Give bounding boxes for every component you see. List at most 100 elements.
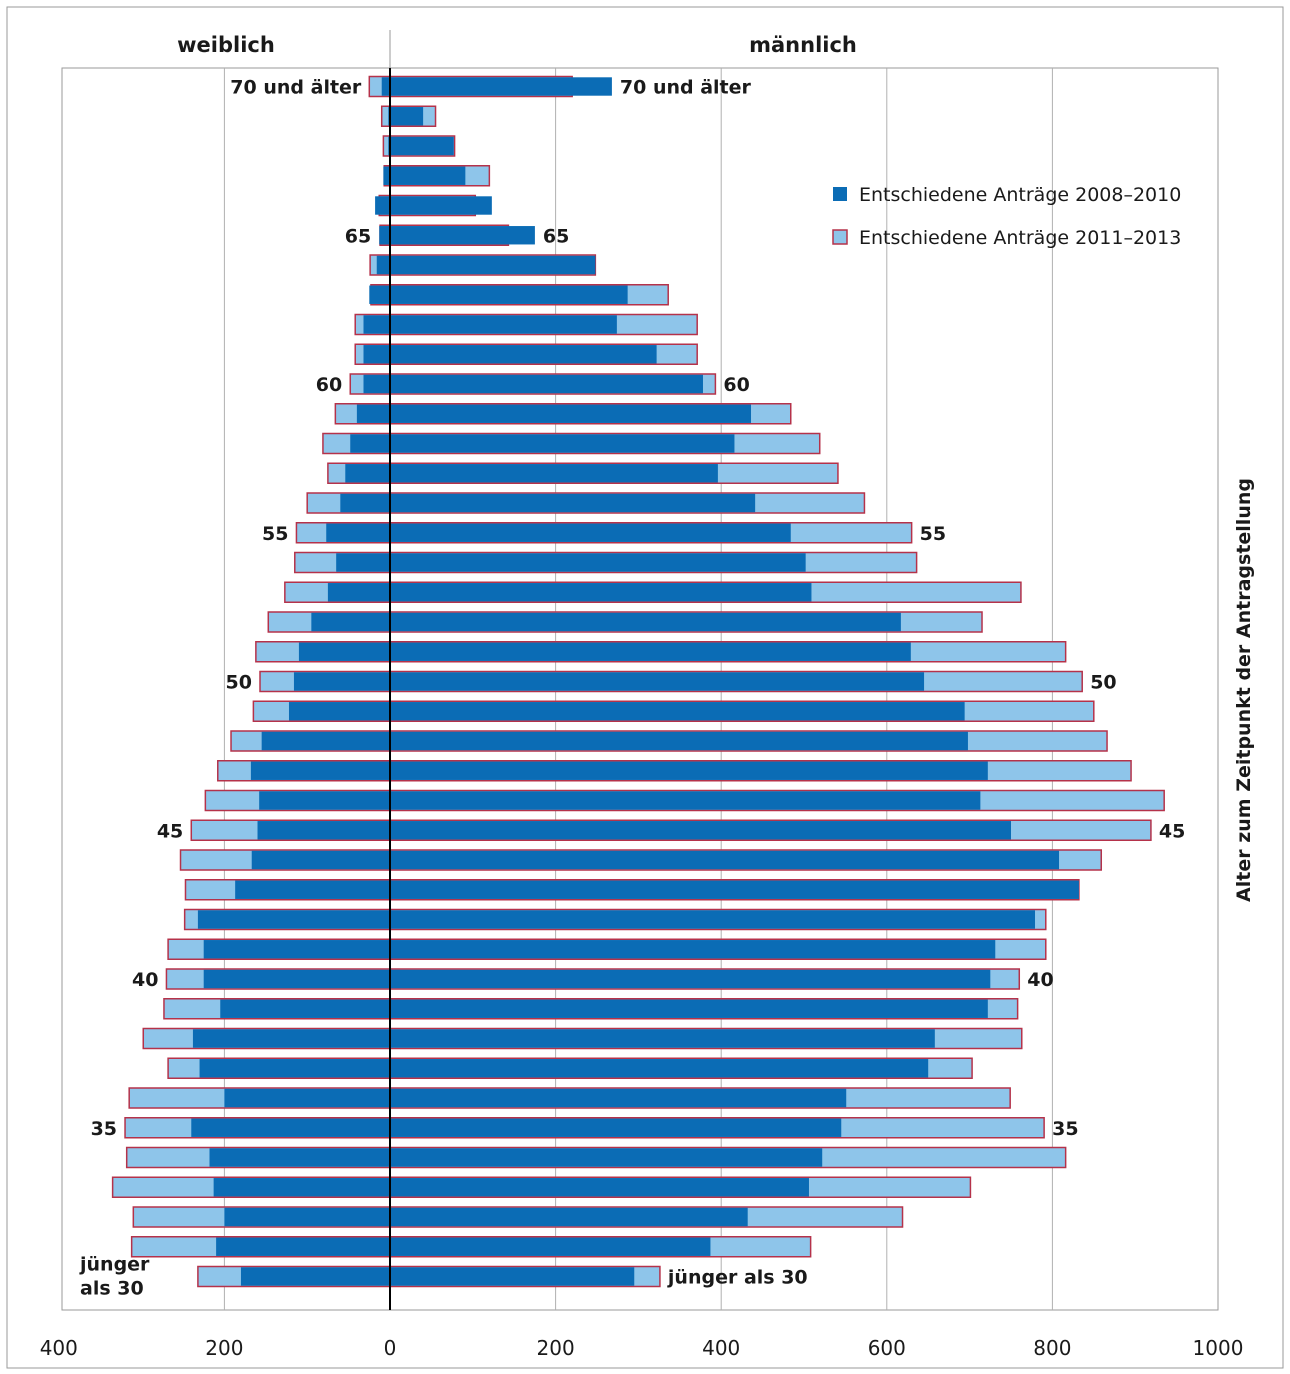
x-tick-label: 200	[205, 1336, 243, 1360]
category-label-right: 35	[1052, 1118, 1078, 1140]
bar-female-2008-2010	[224, 1088, 390, 1108]
category-label-right: 60	[723, 374, 749, 396]
bar-male-2008-2010	[390, 702, 965, 721]
bar-female-2008-2010	[376, 255, 390, 275]
category-label-right: 55	[920, 523, 946, 545]
bar-male-2008-2010	[390, 761, 988, 780]
bar-female-2008-2010	[327, 583, 390, 602]
bar-male-2008-2010	[390, 969, 991, 989]
bar-female-2008-2010	[213, 1178, 390, 1197]
x-tick-label: 400	[702, 1336, 740, 1360]
bar-female-2008-2010	[336, 553, 390, 572]
bar-male-2008-2010	[390, 910, 1036, 929]
x-tick-label: 0	[384, 1336, 397, 1360]
category-label-left: 40	[132, 969, 158, 991]
legend-label-2008-2010: Entschiedene Anträge 2008–2010	[859, 184, 1181, 206]
legend-swatch-2008-2010	[833, 187, 847, 201]
bar-male-2008-2010	[390, 672, 925, 691]
category-label-left: jünger	[79, 1254, 150, 1276]
bar-female-2008-2010	[293, 672, 390, 691]
female-header: weiblich	[177, 33, 275, 57]
x-tick-label: 1000	[1193, 1336, 1244, 1360]
legend: Entschiedene Anträge 2008–2010 Entschied…	[832, 184, 1181, 249]
bar-male-2008-2010	[390, 1267, 635, 1286]
bar-male-2008-2010	[390, 315, 617, 334]
bar-male-2008-2010	[390, 136, 454, 156]
category-label-right: 40	[1027, 969, 1053, 991]
bar-female-2008-2010	[356, 404, 390, 423]
bar-female-2008-2010	[224, 1207, 390, 1227]
category-label-left: 55	[262, 523, 288, 545]
category-label-left: als 30	[80, 1278, 144, 1300]
bar-male-2008-2010	[390, 1088, 847, 1108]
bar-male-2008-2010	[390, 404, 752, 423]
bar-male-2008-2010	[390, 166, 466, 185]
bar-male-2008-2010	[390, 940, 996, 959]
x-tick-label: 600	[868, 1336, 906, 1360]
bar-male-2008-2010	[390, 345, 657, 364]
bar-female-2008-2010	[375, 196, 390, 215]
category-label-right: jünger als 30	[667, 1267, 808, 1289]
plot-area-frame	[61, 67, 1219, 1311]
bar-male-2008-2010	[390, 791, 981, 810]
bar-female-2008-2010	[383, 166, 390, 185]
x-tick-label: 400	[40, 1336, 78, 1360]
bar-female-2008-2010	[199, 1059, 390, 1078]
bar-male-2008-2010	[390, 464, 718, 483]
bar-male-2008-2010	[390, 285, 628, 304]
bar-female-2008-2010	[363, 315, 390, 334]
bar-male-2008-2010	[390, 77, 612, 96]
bar-female-2008-2010	[345, 464, 390, 483]
category-label-left: 60	[316, 374, 342, 396]
category-labels: 70 und älter 70 und älter 65 65 60 60 55 55 50 50…	[79, 77, 1185, 1300]
bar-female-2008-2010	[235, 880, 390, 899]
x-tick-label: 200	[537, 1336, 575, 1360]
legend-swatch-2011-2013	[832, 229, 848, 245]
legend-label-2011-2013: Entschiedene Anträge 2011–2013	[859, 227, 1181, 249]
category-label-right: 70 und älter	[620, 77, 752, 99]
bar-female-2008-2010	[250, 761, 390, 780]
bar-female-2008-2010	[191, 1118, 390, 1137]
bar-female-2008-2010	[240, 1267, 390, 1286]
bar-male-2008-2010	[390, 1237, 711, 1256]
category-label-left: 35	[91, 1118, 117, 1140]
bar-male-2008-2010	[390, 821, 1011, 840]
bar-female-2008-2010	[216, 1237, 390, 1256]
bar-male-2008-2010	[390, 731, 968, 751]
category-label-right: 50	[1090, 672, 1116, 694]
bar-male-2008-2010	[390, 583, 812, 602]
y-axis-label: Alter zum Zeitpunkt der Antragstellung	[1233, 478, 1255, 902]
bar-female-2008-2010	[203, 969, 390, 989]
bar-male-2008-2010	[390, 374, 703, 394]
bar-male-2008-2010	[390, 196, 492, 215]
bar-male-2008-2010	[390, 1118, 842, 1137]
bar-female-2008-2010	[203, 940, 390, 959]
bar-male-2008-2010	[390, 1059, 929, 1078]
bar-male-2008-2010	[390, 493, 756, 513]
bar-female-2008-2010	[381, 77, 390, 96]
bar-female-2008-2010	[350, 434, 390, 453]
bar-male-2008-2010	[390, 107, 424, 126]
male-header: männlich	[749, 33, 857, 57]
bar-female-2008-2010	[298, 642, 390, 661]
bar-female-2008-2010	[340, 493, 390, 513]
bar-male-2008-2010	[390, 999, 988, 1018]
bar-female-2008-2010	[220, 999, 390, 1018]
category-label-right: 65	[543, 225, 569, 247]
bar-female-2008-2010	[311, 612, 390, 632]
bar-male-2008-2010	[390, 255, 596, 275]
bar-male-2008-2010	[390, 880, 1079, 899]
category-label-right: 45	[1159, 820, 1185, 842]
bar-female-2008-2010	[192, 1029, 390, 1048]
bar-male-2008-2010	[390, 553, 806, 572]
category-label-left: 65	[345, 225, 371, 247]
x-tick-label: 800	[1033, 1336, 1071, 1360]
bar-male-2008-2010	[390, 1178, 809, 1197]
bar-male-2008-2010	[390, 1148, 823, 1167]
bar-male-2008-2010	[390, 523, 791, 542]
bar-female-2008-2010	[326, 523, 390, 542]
bar-male-2008-2010	[390, 612, 901, 632]
bar-male-2008-2010	[390, 226, 535, 245]
category-label-left: 70 und älter	[230, 77, 362, 99]
bar-female-2008-2010	[288, 702, 390, 721]
